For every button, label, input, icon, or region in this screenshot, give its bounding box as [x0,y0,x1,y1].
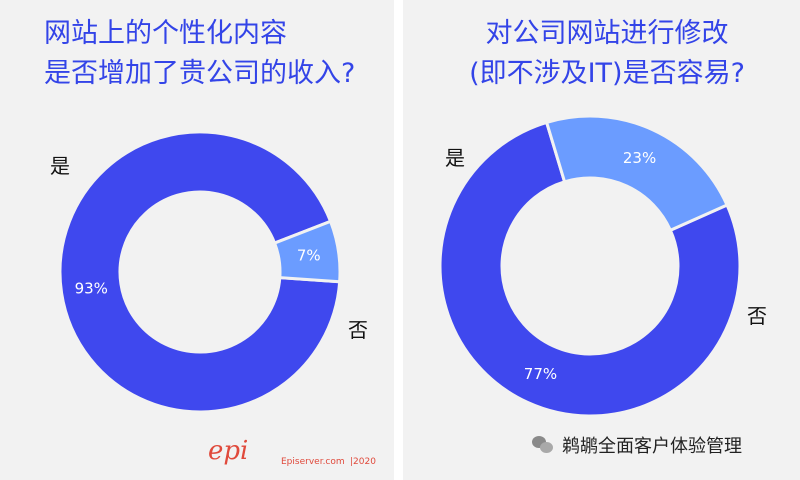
d2-data-label-0: 77% [524,365,557,383]
chart-2-title-line2: (即不涉及IT)是否容易? [469,58,745,89]
chart-1-title-line1: 网站上的个性化内容 [44,18,287,49]
d2-data-label-1: 23% [623,149,656,167]
chart-2-donut: 77% 23% [438,114,742,418]
chart-1-label-no: 否 [348,318,368,342]
d1-slice-0 [58,130,342,414]
wechat-icon [532,436,554,454]
d1-slice-1 [272,219,342,284]
chart-2-label-no: 否 [747,304,767,328]
d2-slice-1 [544,114,730,233]
episerver-logo: epi [208,436,249,466]
wechat-account-name: 鹈鹕全面客户体验管理 [562,436,742,457]
chart-2-label-yes: 是 [445,146,465,170]
footer-year: |2020 [350,457,376,467]
chart-1-title: 网站上的个性化内容 是否增加了贵公司的收入? [44,14,355,94]
d1-data-label-1: 7% [297,247,321,265]
footer-site: Episerver.com [281,457,345,467]
right-panel: 对公司网站进行修改 (即不涉及IT)是否容易? 是 否 77% 23% [403,0,800,480]
chart-1-donut: 93% 7% [58,130,342,414]
wechat-watermark: 鹈鹕全面客户体验管理 [532,432,742,458]
chart-1-label-yes: 是 [50,154,70,178]
d2-slice-0 [438,120,742,418]
chart-2-title: 对公司网站进行修改 (即不涉及IT)是否容易? [437,14,777,94]
chart-1-title-line2: 是否增加了贵公司的收入? [44,58,356,89]
d1-data-label-0: 93% [75,279,108,297]
left-panel: 网站上的个性化内容 是否增加了贵公司的收入? 是 否 93% 7% epi Epi… [0,0,394,480]
chart-2-title-line1: 对公司网站进行修改 [485,18,729,49]
